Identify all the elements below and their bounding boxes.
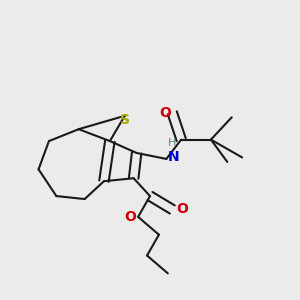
Text: S: S (120, 113, 130, 127)
Text: H: H (168, 139, 176, 148)
Text: O: O (159, 106, 171, 120)
Text: O: O (177, 202, 189, 216)
Text: O: O (125, 210, 136, 224)
Text: N: N (168, 149, 179, 164)
